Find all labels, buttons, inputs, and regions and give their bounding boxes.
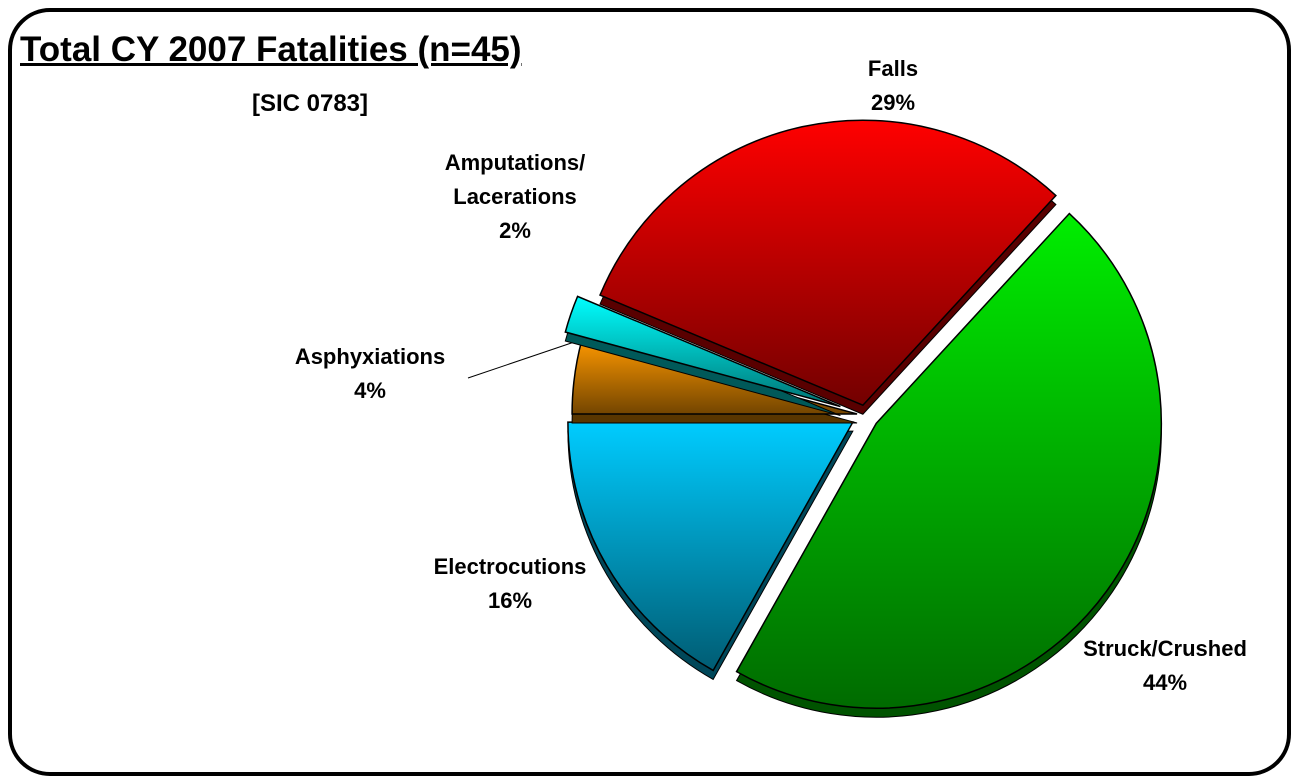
value-label: 2% xyxy=(499,218,531,243)
value-label: 4% xyxy=(354,378,386,403)
category-label: Amputations/ Lacerations xyxy=(444,150,586,209)
category-label: Electrocutions xyxy=(433,554,587,579)
category-label: Asphyxiations xyxy=(294,344,446,369)
value-label: 16% xyxy=(487,588,533,613)
pie-slice xyxy=(599,119,1057,407)
pie-slice xyxy=(735,212,1163,709)
value-label: 29% xyxy=(870,90,916,115)
slice-label: Amputations/ Lacerations 2% xyxy=(420,146,610,248)
category-label: Falls xyxy=(867,56,919,81)
slice-label: Asphyxiations 4% xyxy=(250,340,490,408)
chart-title: Total CY 2007 Fatalities (n=45) xyxy=(20,30,522,69)
chart-subtitle: [SIC 0783] xyxy=(251,90,369,117)
slice-label: Falls 29% xyxy=(793,52,993,120)
pie-slice xyxy=(564,295,841,408)
slice-label: Struck/Crushed 44% xyxy=(1045,632,1285,700)
pie-slice xyxy=(567,421,855,672)
value-label: 44% xyxy=(1142,670,1188,695)
slice-label: Electrocutions 16% xyxy=(390,550,630,618)
category-label: Struck/Crushed xyxy=(1083,636,1247,661)
